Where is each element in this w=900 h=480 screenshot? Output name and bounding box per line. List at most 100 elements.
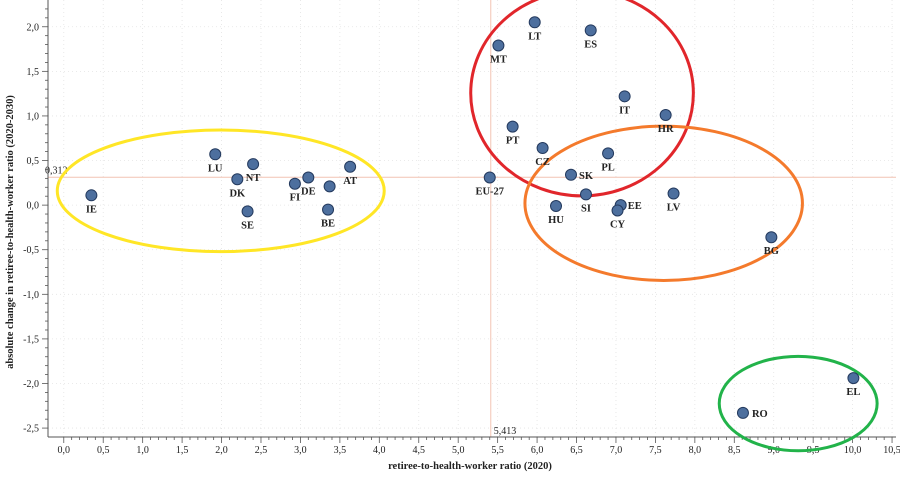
data-point xyxy=(85,189,98,202)
data-point xyxy=(288,177,301,190)
point-label: EU-27 xyxy=(475,186,504,197)
point-label: AT xyxy=(343,176,357,187)
x-tick-label: 6,5 xyxy=(570,445,583,456)
data-point xyxy=(579,188,592,201)
x-tick-label: 2,0 xyxy=(215,445,228,456)
point-label: BG xyxy=(764,246,779,257)
x-tick-label: 2,5 xyxy=(255,445,268,456)
data-point xyxy=(847,372,860,385)
point-label: IE xyxy=(86,204,97,215)
data-point xyxy=(736,406,749,419)
data-point xyxy=(506,120,519,133)
point-label: LU xyxy=(208,163,223,174)
y-tick-label: -0,5 xyxy=(23,245,39,256)
point-label: SK xyxy=(579,171,594,182)
point-label: CZ xyxy=(535,157,550,168)
data-point xyxy=(667,187,680,200)
point-label: SE xyxy=(241,220,254,231)
y-tick-label: 2,0 xyxy=(27,22,40,33)
x-tick-label: 1,0 xyxy=(136,445,149,456)
data-point xyxy=(528,16,541,29)
data-point xyxy=(241,205,254,218)
y-tick-label: -2,5 xyxy=(23,424,39,435)
x-tick-label: 5,0 xyxy=(452,445,465,456)
data-point xyxy=(323,180,336,193)
data-point xyxy=(344,160,357,173)
data-point xyxy=(302,171,315,184)
data-point xyxy=(231,173,244,186)
data-point xyxy=(550,200,563,213)
x-tick-label: 4,0 xyxy=(373,445,386,456)
point-label: PT xyxy=(506,136,519,147)
point-label: EE xyxy=(628,201,642,212)
y-tick-label: -1,5 xyxy=(23,334,39,345)
point-label: SI xyxy=(581,203,591,214)
x-tick-label: 5,5 xyxy=(491,445,504,456)
point-label: ES xyxy=(584,39,597,50)
data-point xyxy=(602,147,615,160)
y-tick-label: -1,0 xyxy=(23,290,39,301)
point-label: HR xyxy=(658,124,674,135)
x-tick-label: 6,0 xyxy=(531,445,544,456)
y-tick-label: 1,0 xyxy=(27,111,40,122)
x-tick-label: 8,5 xyxy=(728,445,741,456)
x-axis-title: retiree-to-health-worker ratio (2020) xyxy=(388,461,552,472)
data-point xyxy=(247,158,260,171)
data-point xyxy=(659,109,672,122)
axes: 0,0 0,5 1,0 1,5 2,0 2,5 3,0 3,5 4,0 4,5 5,0 5,5 6,0 6… xyxy=(23,0,900,456)
point-label: DK xyxy=(229,188,246,199)
x-tick-label: 1,5 xyxy=(176,445,189,456)
point-label: BE xyxy=(321,219,335,230)
point-label: DE xyxy=(301,186,316,197)
data-point xyxy=(611,204,624,217)
point-label: LV xyxy=(667,203,681,214)
point-label: IT xyxy=(619,105,630,116)
x-tick-label: 8,0 xyxy=(689,445,702,456)
cluster-ellipses xyxy=(55,0,879,453)
x-tick-label: 7,0 xyxy=(610,445,623,456)
data-point xyxy=(564,168,577,181)
data-point xyxy=(322,203,335,216)
y-tick-label: 1,5 xyxy=(27,67,40,78)
point-label: HU xyxy=(548,215,564,226)
point-label: CY xyxy=(610,219,626,230)
y-axis-title: absolute change in retiree-to-health-wor… xyxy=(5,95,16,369)
point-label: NT xyxy=(246,173,261,184)
cluster-ellipse xyxy=(55,128,386,254)
y-tick-label: 0,0 xyxy=(27,201,40,212)
point-label: LT xyxy=(528,31,541,42)
data-point xyxy=(492,39,505,52)
x-tick-label: 0,0 xyxy=(58,445,71,456)
reference-line-x-label: 5,413 xyxy=(494,426,516,437)
x-tick-label: 9,0 xyxy=(767,445,780,456)
y-tick-label: -2,0 xyxy=(23,379,39,390)
cluster-ellipse xyxy=(523,124,804,282)
data-point xyxy=(765,231,778,244)
x-tick-label: 4,5 xyxy=(413,445,426,456)
x-tick-label: 0,5 xyxy=(97,445,110,456)
data-point xyxy=(584,24,597,37)
point-label: RO xyxy=(752,409,768,420)
data-point xyxy=(209,148,222,161)
point-label: FI xyxy=(290,193,301,204)
point-label: MT xyxy=(490,54,507,65)
y-tick-label: 0,5 xyxy=(27,156,40,167)
data-point xyxy=(618,90,631,103)
reference-line-y-label: 0,312 xyxy=(45,165,68,176)
x-tick-label: 3,0 xyxy=(294,445,307,456)
point-label: EL xyxy=(846,387,860,398)
reference-lines: 5,413 0,312 xyxy=(45,0,896,437)
point-label: PL xyxy=(601,162,614,173)
grid-layer xyxy=(48,0,896,437)
data-point xyxy=(483,171,496,184)
x-tick-label: 7,5 xyxy=(649,445,662,456)
x-tick-label: 3,5 xyxy=(334,445,347,456)
cluster-ellipse xyxy=(469,0,695,198)
x-tick-label: 10,0 xyxy=(844,445,862,456)
data-point xyxy=(536,142,549,155)
cluster-ellipse xyxy=(717,354,879,453)
x-tick-label: 10,5 xyxy=(883,445,900,456)
